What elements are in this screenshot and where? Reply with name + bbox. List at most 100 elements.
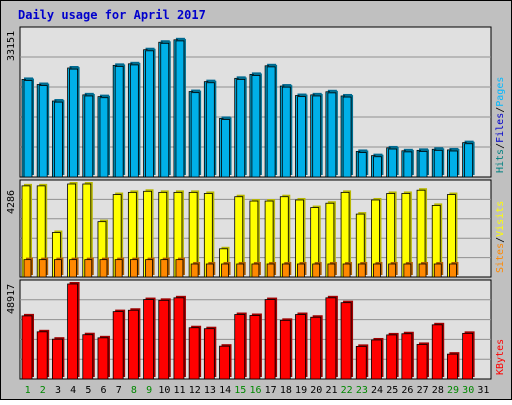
sites-bar-day-22 (342, 263, 351, 278)
files-bar-day-22 (342, 96, 352, 178)
kbytes-bar-day-30 (462, 332, 474, 380)
sites-bar-day-10 (160, 259, 169, 278)
sites-bar-day-5 (84, 259, 93, 278)
files-bar-day-23 (357, 152, 367, 178)
sites-bar-day-14 (221, 263, 229, 278)
panel-3-legend: KBytes (495, 339, 506, 375)
x-tick-label-day-29: 29 (447, 385, 459, 396)
kbytes-bar-day-3 (51, 338, 63, 380)
sites-bar-day-6 (99, 259, 108, 278)
sites-bar-day-29 (449, 263, 457, 278)
x-tick-label-day-4: 4 (70, 385, 76, 396)
files-bar-day-8 (129, 64, 139, 178)
kbytes-bar-day-2 (36, 331, 48, 380)
x-tick-label-day-8: 8 (131, 385, 137, 396)
files-bar-day-15 (236, 79, 246, 178)
x-tick-label-day-20: 20 (310, 385, 322, 396)
files-bar-day-9 (145, 50, 154, 178)
files-bar-day-21 (327, 92, 337, 178)
files-bar-day-28 (433, 149, 443, 178)
kbytes-bar-day-29 (447, 353, 458, 380)
sites-bar-day-25 (388, 263, 397, 278)
files-bar-day-14 (221, 119, 230, 178)
sites-bar-day-7 (114, 259, 123, 278)
kbytes-bar-day-18 (279, 319, 291, 380)
kbytes-bar-day-16 (249, 315, 261, 380)
sites-bar-day-17 (266, 263, 275, 278)
x-tick-label-day-2: 2 (40, 385, 46, 396)
x-tick-label-day-12: 12 (189, 385, 201, 396)
legend-separator: / (495, 107, 506, 113)
x-tick-label-day-7: 7 (116, 385, 122, 396)
panel-3-max-label: 48917 (6, 284, 17, 314)
kbytes-bar-day-4 (67, 283, 78, 380)
chart-title: Daily usage for April 2017 (18, 8, 206, 22)
files-bar-day-6 (99, 97, 109, 178)
legend-kbytes: KBytes (495, 339, 506, 375)
sites-bar-day-24 (373, 263, 381, 278)
kbytes-bar-day-27 (416, 344, 428, 380)
kbytes-bar-day-22 (340, 302, 352, 380)
kbytes-bar-day-8 (127, 309, 139, 380)
sites-bar-day-28 (433, 263, 442, 278)
files-bar-day-27 (418, 151, 428, 178)
sites-bar-day-26 (403, 263, 412, 278)
kbytes-bar-day-13 (203, 328, 215, 380)
panel-2-legend: Sites/Visits (495, 201, 506, 273)
sites-bar-day-21 (327, 263, 336, 278)
x-tick-label-day-24: 24 (371, 385, 383, 396)
kbytes-bar-day-10 (158, 299, 170, 380)
x-tick-label-day-21: 21 (325, 385, 337, 396)
kbytes-bar-day-19 (295, 314, 306, 380)
x-tick-label-day-16: 16 (249, 385, 261, 396)
kbytes-bar-day-7 (112, 311, 124, 380)
kbytes-bar-day-5 (82, 334, 94, 380)
files-bar-day-7 (114, 66, 124, 178)
kbytes-bar-day-20 (310, 316, 322, 380)
sites-bar-day-15 (236, 263, 245, 278)
files-bar-day-11 (175, 40, 185, 178)
kbytes-bar-day-28 (431, 324, 443, 380)
files-bar-day-19 (297, 96, 306, 178)
files-bar-day-17 (266, 66, 276, 178)
x-tick-label-day-3: 3 (55, 385, 61, 396)
x-tick-label-day-25: 25 (386, 385, 398, 396)
files-bar-day-2 (38, 85, 48, 178)
sites-bar-day-2 (38, 259, 47, 278)
sites-bar-day-16 (251, 263, 260, 278)
x-tick-label-day-5: 5 (85, 385, 91, 396)
kbytes-bar-day-23 (355, 345, 367, 380)
files-bar-day-12 (190, 92, 200, 178)
x-tick-label-day-14: 14 (219, 385, 231, 396)
x-tick-label-day-23: 23 (356, 385, 368, 396)
x-tick-label-day-19: 19 (295, 385, 307, 396)
legend-pages: Pages (495, 77, 506, 107)
panel-2-max-label: 4286 (6, 190, 17, 214)
sites-bar-day-3 (53, 259, 62, 278)
x-tick-label-day-26: 26 (401, 385, 413, 396)
files-bar-day-1 (23, 80, 33, 178)
x-tick-label-day-6: 6 (101, 385, 107, 396)
sites-bar-day-23 (357, 263, 366, 278)
kbytes-bar-day-26 (401, 333, 413, 380)
files-bar-day-20 (312, 95, 322, 178)
files-bar-day-30 (464, 143, 474, 178)
kbytes-bar-day-1 (21, 315, 33, 380)
x-tick-label-day-22: 22 (341, 385, 353, 396)
legend-files: Files (495, 113, 506, 143)
sites-bar-day-4 (69, 259, 77, 278)
x-tick-label-day-31: 31 (477, 385, 489, 396)
x-tick-label-day-30: 30 (462, 385, 474, 396)
legend-separator: / (495, 237, 506, 243)
kbytes-bar-day-24 (371, 339, 382, 380)
sites-bar-day-11 (175, 259, 184, 278)
kbytes-bar-day-12 (188, 327, 200, 380)
files-bar-day-25 (388, 148, 398, 178)
sites-bar-day-9 (145, 259, 153, 278)
sites-bar-day-18 (281, 263, 290, 278)
x-tick-label-day-15: 15 (234, 385, 246, 396)
x-tick-label-day-18: 18 (280, 385, 292, 396)
files-bar-day-26 (403, 151, 413, 178)
kbytes-bar-day-9 (143, 299, 154, 380)
